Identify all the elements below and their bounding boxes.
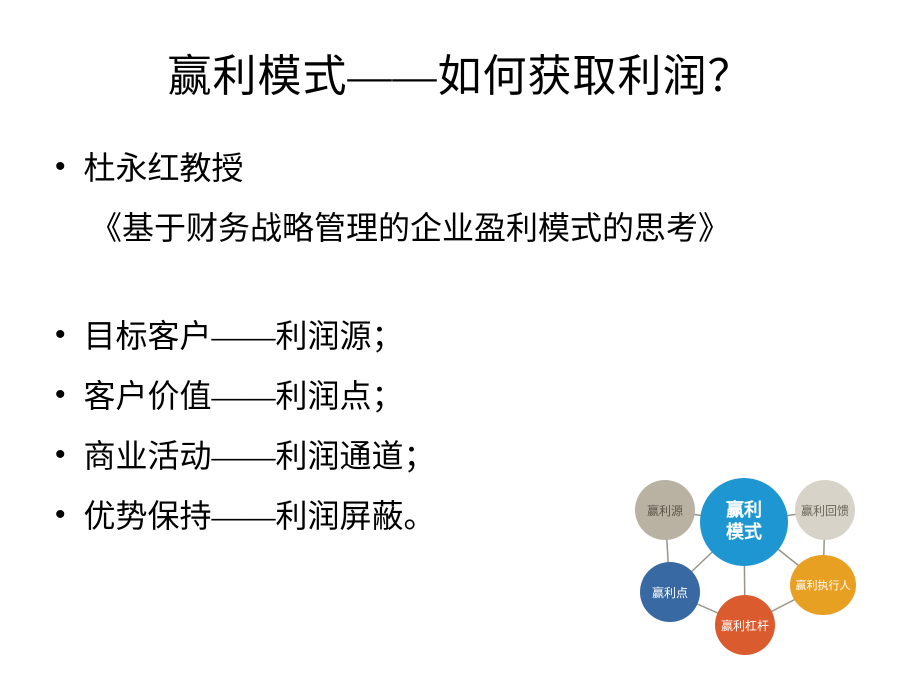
point-text: 目标客户——利润源； — [84, 312, 404, 360]
diagram-node-lever: 赢利杠杆 — [715, 595, 775, 655]
book-title: 《基于财务战略管理的企业盈利模式的思考》 — [55, 204, 920, 252]
node-label: 赢利点 — [652, 584, 688, 601]
spacer — [55, 264, 920, 312]
point-text: 优势保持——利润屏蔽。 — [84, 492, 436, 540]
point-text: 客户价值——利润点； — [84, 372, 404, 420]
diagram-node-point: 赢利点 — [640, 562, 700, 622]
slide-title: 赢利模式——如何获取利润？ — [0, 0, 920, 134]
bullet-point-1: • 客户价值——利润点； — [55, 372, 920, 420]
bullet-marker: • — [55, 432, 66, 477]
diagram-node-feedback: 赢利回馈 — [795, 480, 855, 540]
node-label: 赢利源 — [647, 502, 683, 519]
node-label: 赢利执行人 — [796, 577, 851, 593]
center-label: 赢利 模式 — [726, 500, 762, 543]
bullet-marker: • — [55, 312, 66, 357]
diagram-node-executor: 赢利执行人 — [790, 555, 856, 615]
bullet-author: • 杜永红教授 — [55, 144, 920, 192]
point-text: 商业活动——利润通道； — [84, 432, 436, 480]
bullet-marker: • — [55, 144, 66, 189]
bullet-point-0: • 目标客户——利润源； — [55, 312, 920, 360]
diagram-node-source: 赢利源 — [635, 480, 695, 540]
profit-model-diagram: 赢利 模式 赢利源 赢利回馈 赢利点 赢利执行人 赢利杠杆 — [595, 440, 885, 660]
bullet-marker: • — [55, 372, 66, 417]
author-text: 杜永红教授 — [84, 144, 244, 192]
diagram-center-node: 赢利 模式 — [700, 478, 788, 566]
bullet-marker: • — [55, 492, 66, 537]
node-label: 赢利杠杆 — [721, 617, 769, 634]
node-label: 赢利回馈 — [801, 502, 849, 519]
